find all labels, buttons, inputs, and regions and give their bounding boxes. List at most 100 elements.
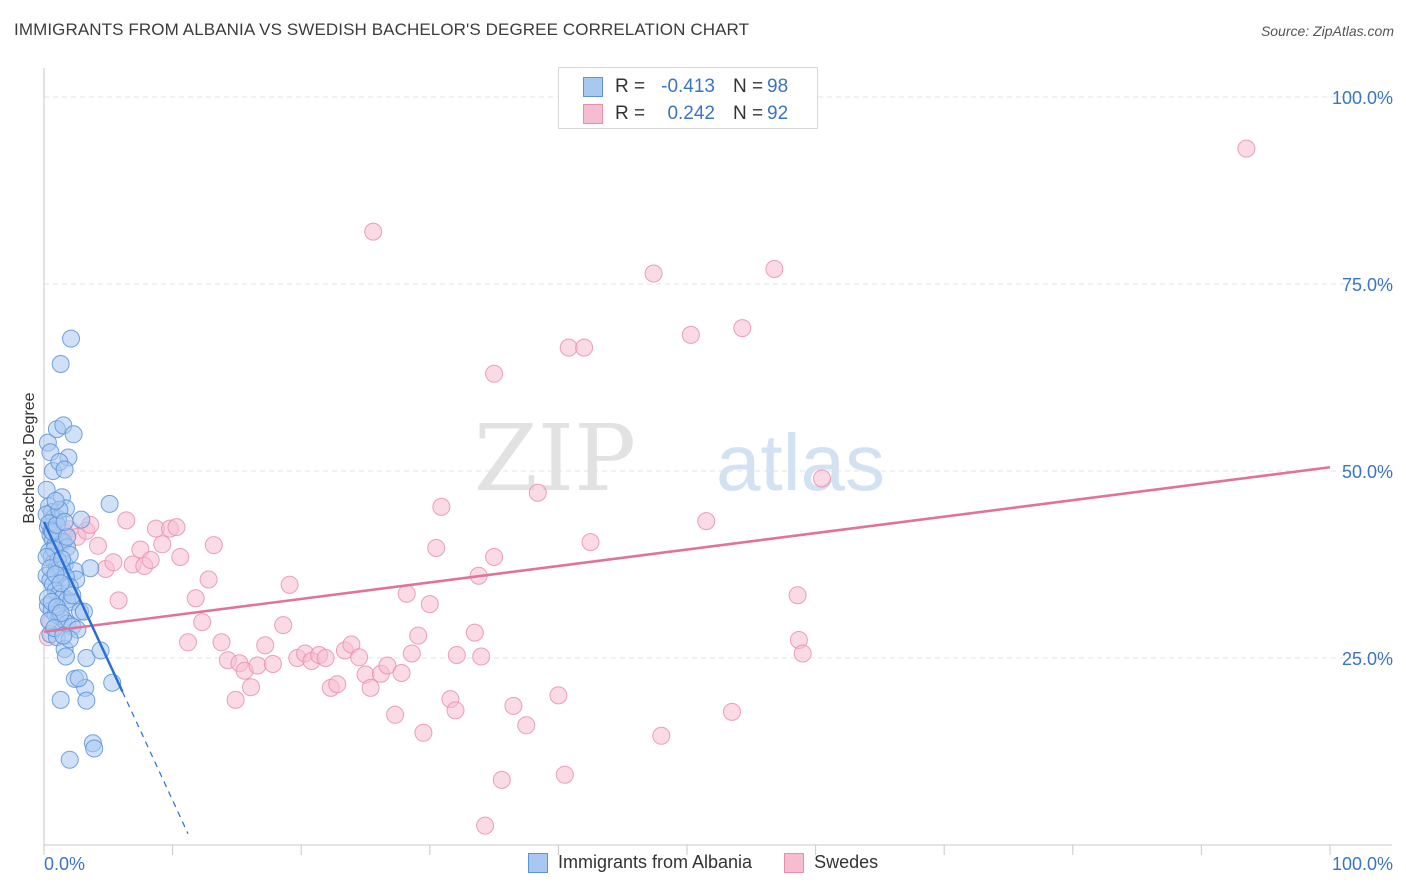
albania-points <box>37 329 122 769</box>
swedes-point <box>492 770 511 789</box>
albania-point <box>51 574 70 593</box>
swedes-point <box>765 260 784 278</box>
n-label: N = <box>733 103 764 124</box>
swedes-point <box>378 656 397 675</box>
x-tick-label: 0.0% <box>44 854 85 874</box>
swedes-point <box>485 548 504 566</box>
swedes-point <box>280 575 299 594</box>
trend-lines <box>42 466 1331 835</box>
swedes-point <box>263 655 282 673</box>
y-tick-label: 50.0% <box>1342 462 1393 482</box>
y-tick-labels: 25.0% 50.0% 75.0% 100.0% <box>1332 88 1393 669</box>
swedes-point <box>1237 139 1256 158</box>
swedes-point <box>555 765 574 784</box>
swedes-point <box>364 222 383 241</box>
albania-point <box>55 512 74 531</box>
albania-trend-line <box>42 521 124 693</box>
swedes-point <box>697 512 716 531</box>
n-label: N = <box>733 76 764 97</box>
correlation-legend: R = -0.413 N = 98 R = 0.242 N = 92 <box>558 67 818 129</box>
swedes-point <box>427 539 446 557</box>
swedes-trend-line <box>43 466 1331 634</box>
swedes-point <box>256 636 275 655</box>
swedes-point <box>361 678 380 697</box>
swedes-point <box>528 483 547 502</box>
r-value: 0.242 <box>667 103 715 124</box>
swedes-point <box>350 648 369 667</box>
swedes-point <box>193 613 212 632</box>
swedes-point <box>397 584 416 603</box>
swedes-point <box>447 646 466 664</box>
series-legend: Immigrants from Albania Swedes <box>528 852 910 873</box>
r-value: -0.413 <box>661 76 715 97</box>
albania-point <box>62 329 80 348</box>
swedes-point <box>104 553 123 572</box>
n-value: 92 <box>767 103 789 124</box>
chart-title: IMMIGRANTS FROM ALBANIA VS SWEDISH BACHE… <box>14 20 750 39</box>
albania-point <box>58 527 77 546</box>
legend-label: Immigrants from Albania <box>558 852 753 872</box>
albania-trend-extension <box>121 691 189 835</box>
swedes-point <box>274 616 293 635</box>
albania-point <box>77 649 96 667</box>
n-value: 98 <box>767 76 789 97</box>
albania-point <box>100 494 119 513</box>
swedes-point <box>681 325 700 344</box>
swedes-point <box>733 319 752 338</box>
swedes-point <box>167 518 186 537</box>
swedes-point <box>212 633 231 652</box>
r-label: R = <box>615 76 646 97</box>
swedes-point <box>793 644 812 663</box>
albania-swatch <box>583 77 603 97</box>
albania-point <box>60 750 79 769</box>
source-label: Source: ZipAtlas.com <box>1260 23 1394 39</box>
swedes-point <box>199 570 218 589</box>
watermark-atlas: atlas <box>716 418 885 507</box>
swedes-point <box>485 364 504 383</box>
swedes-point <box>153 535 172 554</box>
swedes-point <box>186 589 205 608</box>
swedes-point <box>472 647 491 666</box>
swedes-point <box>652 726 671 745</box>
swedes-point <box>559 338 578 357</box>
swedes-point <box>517 716 536 735</box>
swedes-point <box>392 664 411 682</box>
swedes-point <box>813 469 831 488</box>
swedes-point <box>248 656 267 675</box>
albania-point <box>56 647 75 666</box>
swedes-point <box>581 533 600 552</box>
swedes-point <box>402 644 421 663</box>
swedes-point <box>420 595 439 614</box>
swedes-point <box>386 705 405 724</box>
swedes-point <box>549 686 568 705</box>
swedes-point <box>204 536 223 555</box>
legend-row-swedes: R = 0.242 N = 92 <box>583 103 788 125</box>
albania-point <box>81 559 100 578</box>
swedes-point <box>465 623 484 642</box>
swedes-point <box>446 701 465 720</box>
albania-swatch <box>528 852 548 873</box>
y-tick-label: 25.0% <box>1342 649 1393 669</box>
swedes-point <box>504 696 523 715</box>
swedes-point <box>179 633 197 652</box>
swedes-point <box>117 511 136 530</box>
x-tick-label: 100.0% <box>1332 854 1393 874</box>
swedes-points <box>38 139 1256 835</box>
albania-point <box>72 510 91 529</box>
watermark-zip: ZIP <box>474 405 636 512</box>
swedes-point <box>409 626 428 645</box>
r-label: R = <box>615 103 646 124</box>
legend-item-swedes[interactable]: Swedes <box>784 852 878 873</box>
albania-point <box>51 690 70 709</box>
legend-item-albania[interactable]: Immigrants from Albania <box>528 852 752 873</box>
swedes-point <box>723 702 741 721</box>
albania-point <box>46 491 65 510</box>
albania-point <box>51 355 70 373</box>
y-tick-label: 75.0% <box>1342 275 1393 295</box>
swedes-point <box>788 586 807 605</box>
swedes-point <box>89 536 107 555</box>
swedes-point <box>414 723 433 742</box>
albania-point <box>85 739 104 758</box>
swedes-point <box>242 678 260 697</box>
